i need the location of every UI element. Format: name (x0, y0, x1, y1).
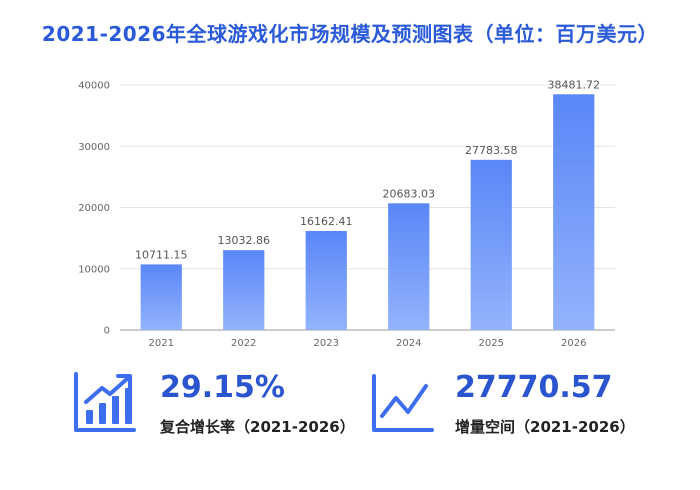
y-tick-label: 0 (104, 326, 110, 337)
data-label: 10711.15 (135, 248, 188, 261)
y-tick-label: 30000 (78, 142, 110, 153)
y-tick-label: 20000 (78, 203, 110, 214)
line-growth-icon (372, 374, 434, 432)
stat-increment-label: 增量空间（2021-2026） (455, 418, 635, 436)
grid-lines (120, 84, 615, 331)
x-tick-label: 2025 (479, 338, 504, 349)
x-tick-label: 2021 (149, 338, 174, 349)
bar-2023 (305, 231, 347, 330)
data-label: 38481.72 (548, 78, 601, 91)
bar-2026 (553, 94, 595, 330)
bar-growth-icon (74, 372, 136, 432)
x-tick-label: 2022 (231, 338, 256, 349)
bars (140, 94, 595, 330)
data-label: 13032.86 (218, 234, 271, 247)
stat-cagr-label: 复合增长率（2021-2026） (160, 418, 355, 436)
bar-chart: 0 10000 20000 30000 40000 10711.15 13032.86 16… (78, 78, 615, 349)
stat-cagr-value: 29.15% (160, 370, 285, 405)
data-label: 16162.41 (300, 215, 353, 228)
data-labels: 10711.15 13032.86 16162.41 20683.03 27783.58… (135, 78, 600, 261)
bar-2024 (388, 203, 430, 330)
x-tick-label: 2026 (561, 338, 586, 349)
x-axis-ticks: 2021 2022 2023 2024 2025 2026 (149, 338, 587, 349)
y-tick-label: 10000 (78, 264, 110, 275)
chart-title: 2021-2026年全球游戏化市场规模及预测图表（单位：百万美元） (41, 22, 659, 46)
bar-2025 (470, 159, 512, 330)
data-label: 20683.03 (383, 187, 436, 200)
data-label: 27783.58 (465, 144, 518, 157)
x-tick-label: 2023 (314, 338, 339, 349)
bar-2022 (223, 250, 265, 330)
stat-increment-value: 27770.57 (455, 370, 613, 405)
x-tick-label: 2024 (396, 338, 421, 349)
bar-2021 (140, 264, 182, 330)
y-axis-ticks: 0 10000 20000 30000 40000 (78, 81, 110, 337)
y-tick-label: 40000 (78, 81, 110, 92)
